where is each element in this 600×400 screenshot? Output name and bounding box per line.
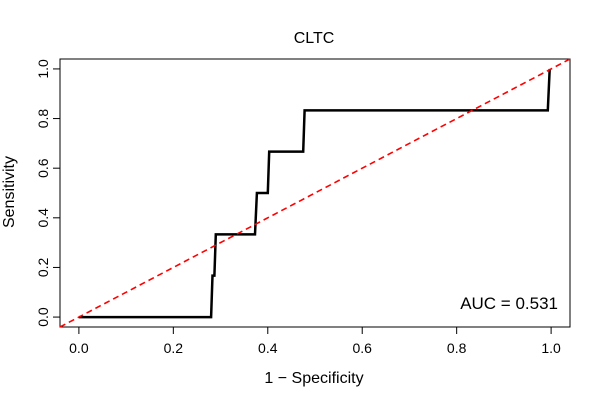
y-tick-label: 0.4 [35, 208, 51, 228]
roc-curve [78, 68, 551, 319]
y-tick-label: 0.0 [35, 307, 51, 327]
y-axis-label: Sensitivity [1, 156, 18, 228]
chart-title: CLTC [294, 30, 335, 47]
x-tick-label: 0.2 [164, 340, 184, 356]
y-axis: 0.0 0.2 0.4 0.6 0.8 1.0 [35, 59, 61, 327]
x-tick-label: 0.4 [258, 340, 278, 356]
plot-frame [59, 58, 571, 328]
reference-diagonal-line [59, 58, 571, 328]
x-axis-label: 1 − Specificity [264, 370, 363, 387]
y-tick-label: 1.0 [35, 59, 51, 79]
auc-annotation: AUC = 0.531 [460, 294, 558, 313]
x-tick-label: 1.0 [541, 340, 561, 356]
x-axis: 0.0 0.2 0.4 0.6 0.8 1.0 [69, 326, 561, 356]
series-layer [59, 58, 571, 328]
x-tick-label: 0.6 [352, 340, 372, 356]
y-tick-label: 0.8 [35, 109, 51, 129]
y-tick-label: 0.2 [35, 258, 51, 278]
x-tick-label: 0.8 [447, 340, 467, 356]
x-tick-label: 0.0 [69, 340, 89, 356]
y-tick-label: 0.6 [35, 158, 51, 178]
